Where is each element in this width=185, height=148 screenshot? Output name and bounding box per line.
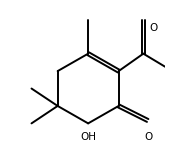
Text: O: O (149, 23, 157, 33)
Text: O: O (145, 132, 153, 142)
Text: OH: OH (80, 132, 96, 142)
